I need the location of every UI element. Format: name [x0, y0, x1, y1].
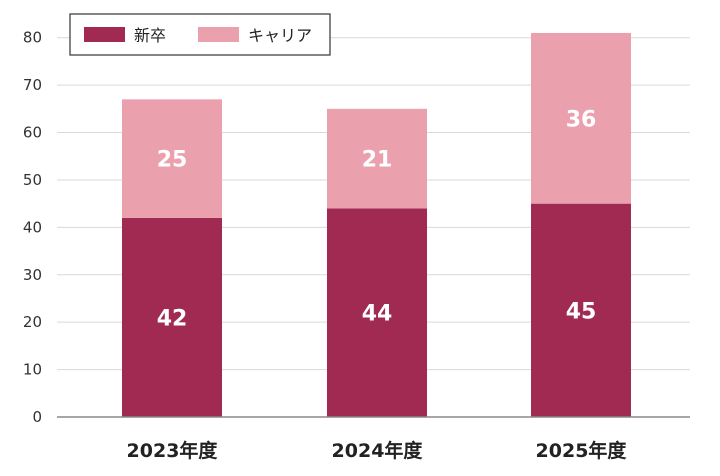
- data-label-shinsotsu-2: 45: [566, 299, 597, 324]
- y-tick-label-80: 80: [23, 29, 42, 47]
- legend-label-shinsotsu: 新卒: [134, 26, 166, 45]
- data-label-career-2: 36: [566, 107, 597, 132]
- legend-swatch-shinsotsu: [84, 27, 125, 42]
- x-tick-label-0: 2023年度: [127, 439, 219, 462]
- legend-swatch-career: [198, 27, 239, 42]
- axes: 0 10 20 30 40 50 60 70 80 2023年度 2024年度 2025年度: [23, 29, 690, 462]
- y-tick-label-30: 30: [23, 266, 42, 284]
- y-tick-label-20: 20: [23, 313, 42, 331]
- legend: 新卒 キャリア: [69, 13, 331, 56]
- data-label-shinsotsu-0: 42: [157, 306, 188, 331]
- x-tick-label-2: 2025年度: [536, 439, 628, 462]
- x-tick-label-1: 2024年度: [332, 439, 424, 462]
- y-tick-label-50: 50: [23, 171, 42, 189]
- bar-shinsotsu-0: [122, 217, 222, 417]
- bars: 42 25 44 21 45 36: [122, 32, 631, 417]
- data-label-career-1: 21: [362, 148, 393, 173]
- bar-career-1: [327, 108, 427, 209]
- y-tick-label-40: 40: [23, 218, 42, 236]
- data-label-career-0: 25: [157, 148, 188, 173]
- y-tick-label-70: 70: [23, 76, 42, 94]
- y-tick-label-60: 60: [23, 124, 42, 142]
- bar-shinsotsu-2: [531, 203, 631, 417]
- legend-label-career: キャリア: [248, 26, 312, 45]
- data-label-shinsotsu-1: 44: [362, 302, 393, 327]
- y-tick-label-10: 10: [23, 361, 42, 379]
- y-tick-label-0: 0: [32, 408, 42, 426]
- bar-career-2: [531, 32, 631, 204]
- bar-career-0: [122, 99, 222, 218]
- bar-shinsotsu-1: [327, 208, 427, 417]
